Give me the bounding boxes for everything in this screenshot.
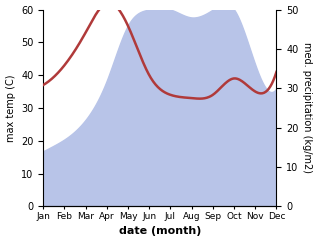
X-axis label: date (month): date (month) xyxy=(119,227,201,236)
Y-axis label: med. precipitation (kg/m2): med. precipitation (kg/m2) xyxy=(302,42,313,174)
Y-axis label: max temp (C): max temp (C) xyxy=(5,74,16,142)
